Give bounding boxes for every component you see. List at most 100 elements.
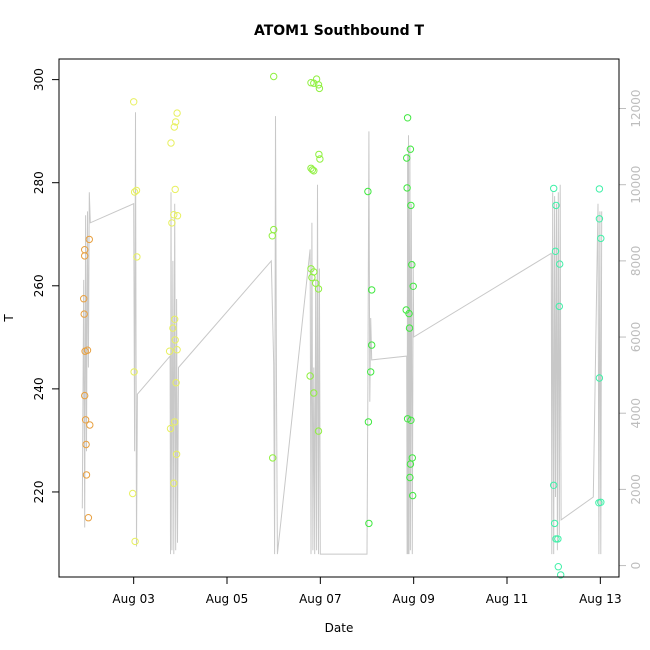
data-point (406, 460, 415, 468)
data-point (550, 481, 558, 489)
x-tick-label: Aug 07 (299, 592, 342, 606)
data-point (82, 471, 91, 479)
y2-tick-label: 4000 (629, 398, 643, 429)
data-point (408, 261, 416, 269)
data-point (365, 519, 373, 528)
data-point (551, 247, 560, 256)
data-point (165, 347, 174, 355)
data-point (172, 118, 180, 126)
data-point (409, 282, 417, 290)
data-point (173, 212, 182, 220)
data-point (310, 389, 318, 397)
data-point (132, 186, 141, 195)
x-tick-label: Aug 13 (579, 592, 622, 606)
data-point (403, 415, 412, 423)
y-tick-label: 220 (32, 481, 46, 504)
data-point (595, 185, 604, 193)
data-point (270, 72, 278, 81)
data-point (171, 336, 179, 344)
data-point (170, 479, 178, 487)
data-point (83, 346, 92, 354)
data-point (595, 215, 604, 223)
data-point (405, 309, 413, 318)
data-point (307, 79, 315, 87)
data-point (172, 450, 181, 458)
data-point (403, 184, 411, 192)
data-point (130, 98, 138, 106)
data-point (550, 519, 559, 528)
y2-tick-label: 8000 (629, 246, 643, 277)
data-point (316, 155, 324, 163)
data-point (554, 535, 562, 543)
data-point (407, 416, 415, 424)
data-point (85, 235, 94, 244)
x-tick-label: Aug 05 (206, 592, 249, 606)
y-axis-label: T (2, 314, 16, 323)
data-point (312, 279, 320, 287)
data-point (133, 253, 141, 261)
y-tick-label: 300 (32, 68, 46, 91)
x-tick-label: Aug 03 (112, 592, 155, 606)
data-point (597, 498, 605, 506)
x-tick-label: Aug 09 (392, 592, 435, 606)
data-point (171, 185, 179, 194)
data-point (310, 167, 318, 175)
x-tick-label: Aug 11 (486, 592, 529, 606)
data-point (308, 166, 317, 174)
data-point (170, 123, 179, 131)
data-point (315, 150, 323, 159)
data-point (314, 427, 323, 435)
data-point (550, 184, 558, 193)
data-point (173, 346, 181, 354)
data-point (168, 219, 176, 227)
data-point (314, 81, 323, 89)
data-point (368, 341, 376, 349)
data-point (552, 201, 560, 210)
data-point (82, 440, 90, 449)
y-tick-label: 240 (32, 377, 46, 400)
data-point (406, 473, 414, 482)
data-point (171, 418, 179, 426)
data-point (403, 154, 411, 162)
data-point (130, 368, 138, 376)
data-point (84, 514, 93, 522)
data-point (407, 201, 415, 210)
data-point (597, 234, 605, 243)
data-point (169, 324, 177, 332)
y-tick-label: 280 (32, 171, 46, 194)
data-point (552, 535, 560, 543)
axes: Aug 03 Aug 05 Aug 07 Aug 09 Aug 11 Aug 13 220 2… (32, 68, 643, 606)
y2-tick-label: 10000 (629, 166, 643, 204)
data-point (81, 252, 89, 260)
data-point (131, 537, 139, 546)
data-point (130, 188, 139, 196)
data-point (406, 145, 415, 153)
data-point (306, 372, 314, 380)
data-point (557, 571, 565, 579)
data-point (80, 310, 88, 318)
data-point (170, 211, 178, 219)
y2-tick-label: 0 (629, 562, 643, 570)
data-point (81, 391, 89, 400)
y2-tick-label: 12000 (629, 89, 643, 127)
data-point (81, 416, 90, 424)
data-point (308, 273, 316, 282)
data-point (129, 489, 137, 498)
data-point (595, 374, 604, 382)
y2-tick-label: 6000 (629, 322, 643, 353)
data-point (405, 324, 414, 332)
plot-box (58, 58, 620, 578)
data-point (403, 114, 412, 122)
data-point (269, 454, 277, 462)
data-point (556, 260, 564, 268)
data-point (409, 491, 417, 500)
data-point (166, 424, 175, 433)
data-point (315, 84, 324, 93)
data-point (172, 379, 180, 387)
data-point (86, 421, 94, 429)
data-point (367, 368, 375, 376)
x-axis-label: Date (325, 621, 354, 635)
y2-tick-label: 2000 (629, 474, 643, 505)
series-line (81, 112, 603, 555)
